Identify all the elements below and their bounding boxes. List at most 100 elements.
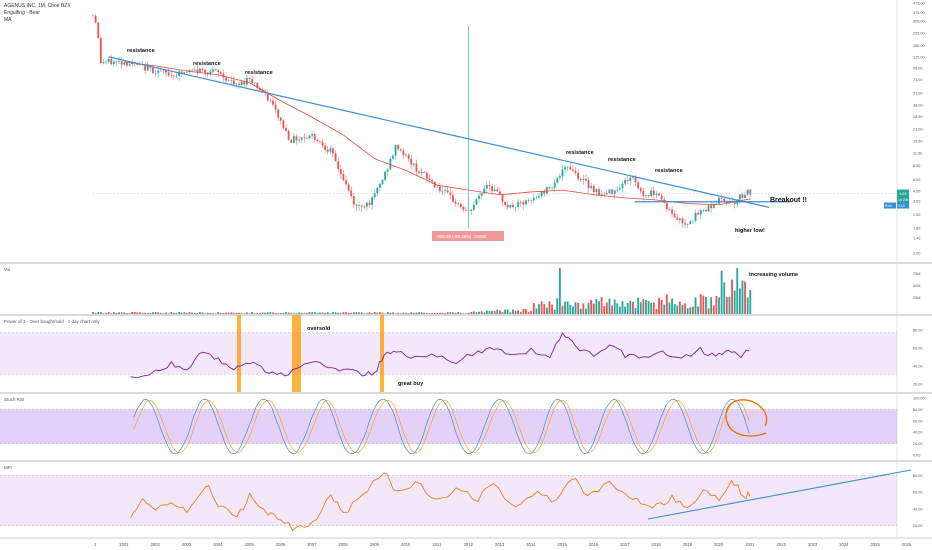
annotation-increasing-volume: increasing volume (749, 272, 799, 278)
price-tick-label: 3.50 (913, 200, 920, 204)
volume-bar (728, 296, 731, 314)
volume-bar (298, 312, 300, 314)
volume-bar (305, 313, 308, 314)
price-tick-label: 11.50 (913, 152, 922, 156)
mfi-band (0, 475, 897, 526)
candle-body (540, 191, 543, 197)
candle-body (738, 194, 741, 200)
candle-body (556, 177, 559, 183)
candle-body (652, 190, 655, 195)
candle-body (402, 150, 405, 156)
candle-body (637, 182, 640, 188)
candle-body (431, 180, 433, 182)
volume-bar (444, 313, 447, 314)
volume-bar (238, 312, 240, 314)
volume-bar (389, 313, 392, 314)
volume-bar (337, 312, 340, 314)
volume-bar (402, 312, 405, 314)
volume-bar (186, 313, 188, 314)
candle-body (634, 177, 637, 183)
candle-body (225, 77, 227, 81)
mfi-tick-label: 40.00 (913, 507, 923, 511)
candle-body (308, 135, 311, 139)
volume-bar (225, 312, 227, 314)
volume-bar (282, 312, 285, 314)
volume-bar (256, 312, 259, 314)
volume-bar (454, 312, 457, 314)
candle-body (551, 187, 553, 189)
volume-bar (214, 313, 217, 314)
volume-bar (97, 312, 100, 314)
volume-bar (731, 279, 733, 314)
candle-body (655, 193, 658, 195)
volume-bar (384, 313, 387, 314)
volume-bar (715, 295, 718, 314)
candle-body (159, 70, 162, 72)
candle-body (558, 176, 561, 178)
volume-bar (621, 301, 624, 314)
chart-title: AGENUS INC, 1M, Cboe BZX (4, 3, 71, 9)
volume-bar (535, 308, 538, 314)
candle-body (433, 181, 436, 188)
volume-bar (347, 312, 350, 314)
volume-bar (467, 312, 470, 314)
volume-bar (120, 312, 123, 314)
candle-body (368, 202, 371, 206)
moving-average-line (124, 61, 751, 206)
volume-bar (491, 311, 493, 314)
volume-bar (449, 312, 452, 314)
candle-body (629, 177, 632, 182)
volume-bar (579, 308, 582, 314)
pane-title: MFI (4, 465, 12, 470)
price-tick-label: 38.00 (913, 103, 923, 107)
x-tick-label: 2024 (839, 542, 849, 547)
volume-bar (358, 312, 360, 314)
volume-bar (519, 312, 522, 314)
candle-body (295, 136, 298, 141)
candle-body (227, 80, 230, 81)
candle-body (475, 198, 478, 205)
volume-tick-label: 25M (913, 296, 920, 300)
volume-bar (99, 312, 102, 314)
volume-bar (499, 310, 501, 314)
candle-body (449, 192, 452, 196)
volume-bar (183, 312, 186, 314)
candle-body (548, 187, 551, 189)
volume-bar (339, 313, 342, 314)
candle-body (572, 169, 574, 171)
candle-body (418, 171, 420, 173)
candle-body (538, 196, 540, 198)
x-tick-label: 2004 (213, 542, 223, 547)
x-tick-label: 2015 (558, 542, 568, 547)
candle-body (136, 63, 139, 65)
candle-body (332, 148, 334, 154)
volume-bar (219, 313, 222, 314)
candle-body (405, 154, 407, 156)
candle-body (266, 92, 269, 101)
volume-bar (269, 312, 272, 314)
volume-bar (527, 312, 530, 314)
candle-body (412, 163, 415, 165)
price-tick-label: 225.00 (913, 32, 925, 36)
candle-body (480, 193, 483, 196)
candle-body (488, 185, 491, 187)
volume-bar (514, 310, 517, 314)
volume-bar (551, 304, 553, 314)
oversold-highlight (237, 315, 241, 392)
candle-body (720, 197, 723, 199)
candle-body (681, 218, 684, 224)
candle-body (274, 104, 277, 110)
candle-body (334, 153, 337, 162)
price-tick-label: 21.00 (913, 127, 923, 131)
candle-body (668, 209, 671, 210)
candle-body (512, 204, 514, 208)
candle-body (504, 201, 507, 205)
candle-body (376, 187, 379, 194)
volume-bar (230, 312, 233, 314)
candle-body (441, 190, 444, 192)
candle-body (483, 188, 486, 194)
volume-bar (634, 308, 637, 314)
volume-bar (428, 313, 431, 314)
candle-body (352, 196, 355, 205)
volume-bars-group (92, 268, 752, 314)
